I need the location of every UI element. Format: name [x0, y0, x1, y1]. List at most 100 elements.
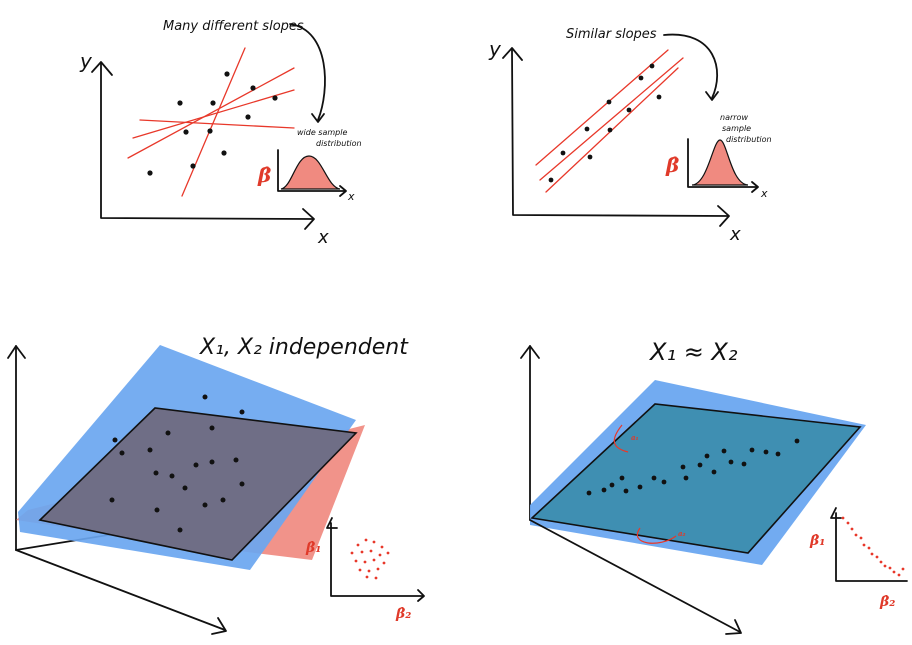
data-point [239, 409, 245, 415]
data-point [119, 450, 125, 456]
annotation-many-slopes: Many different slopes [163, 19, 304, 34]
panel-title: X₁ ≈ X₂ [648, 338, 738, 366]
beta-hat-label: β̂ [665, 153, 679, 177]
beta-point [374, 576, 378, 580]
data-point [623, 488, 629, 494]
data-point [661, 479, 667, 485]
annotation-arrowhead [311, 113, 325, 123]
data-point [721, 448, 727, 454]
beta-point [372, 540, 376, 544]
y-axis-arrowhead [211, 617, 227, 635]
dist-axes [687, 138, 758, 188]
data-point [601, 487, 607, 493]
beta-point [380, 545, 384, 549]
beta-point [365, 575, 369, 579]
dist-annotation-line-2: distribution [316, 139, 362, 148]
beta-point [854, 533, 858, 537]
data-point [587, 154, 593, 160]
angle-label-2: a₂ [678, 529, 686, 538]
y-label: y [488, 37, 502, 61]
annotation-arrowhead [705, 91, 719, 101]
data-point [741, 461, 747, 467]
z-axis-arrowhead [7, 345, 26, 359]
x-label: x [729, 224, 741, 245]
data-point [154, 507, 160, 513]
data-point [607, 127, 613, 133]
beta2-label: β̂₂ [395, 606, 411, 622]
beta-point [901, 567, 905, 571]
data-point [697, 462, 703, 468]
panel-top-right: y x Similar slopes narrow sample distrib… [488, 27, 772, 245]
data-point [606, 99, 612, 105]
data-point [794, 438, 800, 444]
beta-point [870, 552, 874, 556]
data-point [245, 114, 251, 120]
data-point [233, 457, 239, 463]
data-point [711, 469, 717, 475]
beta-point [360, 550, 364, 554]
beta-point [850, 527, 854, 531]
beta-point [354, 559, 358, 563]
angle-curve-1 [613, 424, 629, 453]
dist-annotation-line-2: sample [722, 124, 751, 133]
data-point [619, 475, 625, 481]
beta-point [846, 521, 850, 525]
beta-point [358, 568, 362, 572]
data-point [656, 94, 662, 100]
panel-bottom-left: X₁, X₂ independent β̂ [7, 335, 425, 635]
beta-point [376, 567, 380, 571]
data-point [239, 481, 245, 487]
dist-annotation-line-1: wide sample [297, 128, 347, 137]
beta-point [897, 573, 901, 577]
data-point [584, 126, 590, 132]
data-point [190, 163, 196, 169]
beta-point [888, 566, 892, 570]
data-point [651, 475, 657, 481]
dist-x-label: x [347, 190, 355, 203]
data-point [560, 150, 566, 156]
dist-annotation-line-3: distribution [726, 135, 772, 144]
data-point [209, 425, 215, 431]
data-point [177, 100, 183, 106]
panel-top-left: y x Many different slopes wide sample di… [79, 19, 362, 248]
angle-label-1: a₁ [631, 433, 639, 442]
beta-point [867, 546, 871, 550]
data-point [147, 447, 153, 453]
regression-line [132, 89, 295, 139]
x-axis-arrowhead [302, 208, 315, 230]
data-point [209, 459, 215, 465]
data-point [224, 71, 230, 77]
x-label: x [317, 227, 329, 248]
z-axis-arrowhead [520, 345, 540, 359]
data-point [183, 129, 189, 135]
beta-axes [326, 517, 424, 597]
y-axis-arrow [91, 61, 113, 76]
beta-point [892, 570, 896, 574]
dist-axes [277, 149, 346, 192]
beta-point [879, 560, 883, 564]
dist-annotation-line-1: narrow [720, 113, 748, 122]
annotation-arrow [289, 23, 326, 121]
data-point [637, 484, 643, 490]
data-point [193, 462, 199, 468]
data-point [704, 453, 710, 459]
data-point [182, 485, 188, 491]
regression-line [181, 47, 246, 197]
beta-point [363, 560, 367, 564]
axes [511, 49, 729, 217]
annotation-similar-slopes: Similar slopes [566, 27, 657, 42]
beta-hat-label: β̂ [257, 163, 271, 187]
data-point [548, 177, 554, 183]
data-point [202, 394, 208, 400]
data-point [586, 490, 592, 496]
beta1-label: β̂₁ [809, 533, 825, 549]
data-point [638, 75, 644, 81]
gray-plane [38, 407, 358, 561]
data-point [626, 107, 632, 113]
data-point [749, 447, 755, 453]
data-point [609, 482, 615, 488]
data-point [147, 170, 153, 176]
data-point [728, 459, 734, 465]
beta-point [369, 549, 373, 553]
data-point [210, 100, 216, 106]
